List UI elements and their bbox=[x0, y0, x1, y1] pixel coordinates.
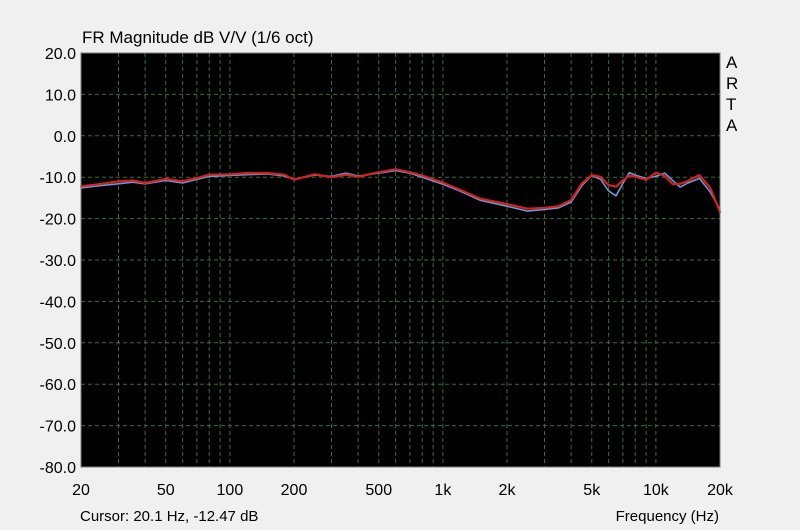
grid-lines bbox=[81, 52, 720, 468]
x-tick-label: 1k bbox=[434, 482, 452, 499]
plot-frame bbox=[80, 52, 721, 468]
watermark-letter: A bbox=[726, 53, 738, 72]
y-tick-label: 0.0 bbox=[54, 129, 76, 146]
y-tick-label: -40.0 bbox=[40, 294, 77, 311]
y-tick-label: -80.0 bbox=[40, 460, 77, 477]
x-tick-label: 2k bbox=[499, 482, 517, 499]
cursor-readout: Cursor: 20.1 Hz, -12.47 dB bbox=[80, 508, 258, 525]
watermark-arta: A R T A bbox=[726, 53, 738, 135]
series-line-2 bbox=[79, 168, 722, 214]
y-tick-label: -20.0 bbox=[40, 212, 77, 229]
frequency-axis-label: Frequency (Hz) bbox=[616, 508, 719, 525]
x-axis-ticks: 20 50 100 200 500 1k 2k 5k 10k 20k bbox=[72, 482, 734, 499]
x-tick-label: 5k bbox=[583, 482, 601, 499]
watermark-letter: T bbox=[726, 95, 736, 114]
y-tick-label: -70.0 bbox=[40, 419, 77, 436]
x-tick-label: 50 bbox=[157, 482, 175, 499]
watermark-letter: R bbox=[726, 74, 738, 93]
x-tick-label: 20 bbox=[72, 482, 90, 499]
chart-title: FR Magnitude dB V/V (1/6 oct) bbox=[82, 28, 314, 47]
x-tick-label: 10k bbox=[643, 482, 670, 499]
x-tick-label: 100 bbox=[217, 482, 244, 499]
y-tick-label: -10.0 bbox=[40, 170, 77, 187]
y-tick-label: 10.0 bbox=[45, 87, 76, 104]
y-tick-label: -30.0 bbox=[40, 253, 77, 270]
y-tick-label: -60.0 bbox=[40, 377, 77, 394]
watermark-letter: A bbox=[726, 116, 738, 135]
plot-area[interactable] bbox=[81, 53, 720, 467]
x-tick-label: 20k bbox=[707, 482, 734, 499]
y-axis-ticks: 20.0 10.0 0.0 -10.0 -20.0 -30.0 -40.0 -50.0 -60.… bbox=[40, 46, 77, 477]
y-tick-label: 20.0 bbox=[45, 46, 76, 63]
x-tick-label: 200 bbox=[281, 482, 308, 499]
y-tick-label: -50.0 bbox=[40, 336, 77, 353]
series-layer bbox=[79, 168, 722, 214]
x-tick-label: 500 bbox=[365, 482, 392, 499]
